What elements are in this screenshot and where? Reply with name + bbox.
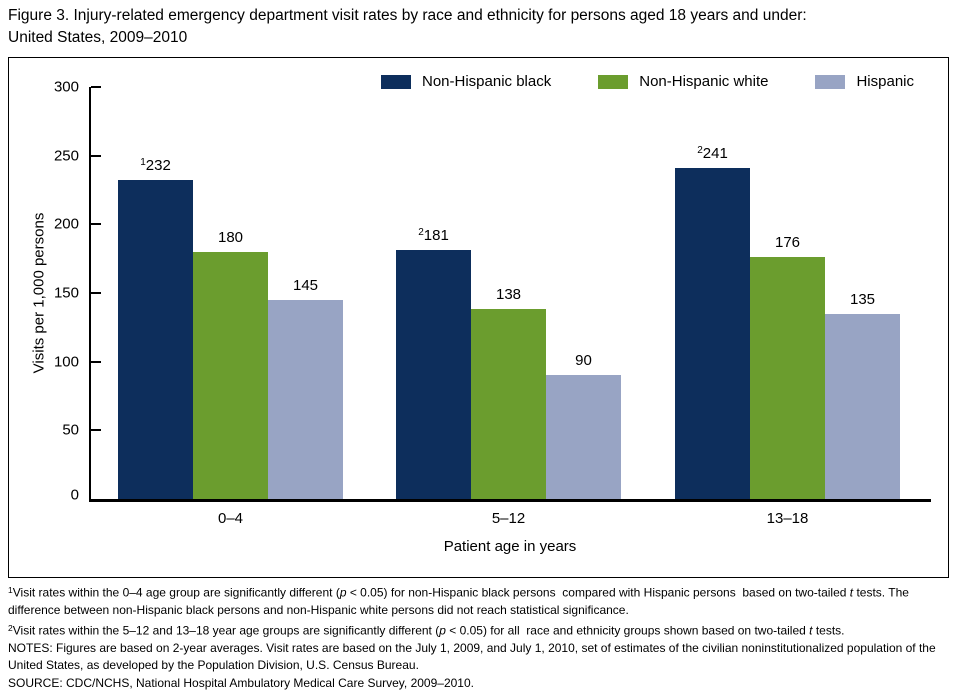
bar-value-label: 145	[292, 277, 319, 294]
bar-non-hispanic-white-5-12	[471, 309, 546, 499]
legend-item-2: Non-Hispanic white	[598, 73, 768, 90]
bar-hispanic-0-4	[268, 300, 343, 499]
bar-value-label: 180	[217, 229, 244, 246]
bar-value-label: 2241	[697, 145, 728, 162]
bar-non-hispanic-white-13-18	[750, 257, 825, 499]
bar-non-hispanic-white-0-4	[193, 252, 268, 499]
legend-swatch-icon	[598, 74, 629, 89]
bar-hispanic-5-12	[546, 375, 621, 499]
footnote-superscript: 2	[8, 622, 13, 633]
y-axis-line	[89, 87, 91, 500]
bar-non-hispanic-black-13-18	[675, 168, 750, 499]
footnote-text: < 0.05) for non-Hispanic black persons c…	[346, 585, 850, 600]
bar-value-label: 90	[575, 352, 592, 369]
legend-swatch-icon	[381, 74, 411, 89]
footnote-line-1: 1Visit rates within the 0–4 age group ar…	[8, 582, 956, 620]
bar-value-label: 135	[849, 291, 876, 308]
x-category-label: 13–18	[766, 510, 809, 527]
y-tick-mark	[91, 292, 101, 294]
legend-label: Hispanic	[856, 73, 914, 90]
figure-title-line-2: United States, 2009–2010	[8, 29, 188, 46]
y-tick-mark	[91, 361, 101, 363]
legend-swatch-icon	[815, 74, 846, 89]
significance-superscript: 2	[418, 227, 424, 238]
footnote-text: tests.	[812, 623, 845, 637]
y-tick-mark	[91, 155, 101, 157]
bar-non-hispanic-black-5-12	[396, 250, 471, 499]
y-tick-mark	[91, 223, 101, 225]
footnote-text: p	[339, 585, 347, 600]
footnote-text: t	[849, 585, 854, 600]
y-tick-label: 200	[53, 215, 79, 233]
legend-item-1: Non-Hispanic black	[381, 73, 551, 90]
y-tick-label: 0	[70, 486, 79, 504]
x-axis-title: Patient age in years	[443, 538, 577, 555]
y-tick-label: 100	[53, 353, 79, 371]
footnote-text: Visit rates within the 0–4 age group are…	[12, 585, 340, 600]
footnote-superscript: 1	[8, 585, 13, 595]
bar-value-label: 138	[495, 286, 522, 303]
x-axis-line	[89, 499, 931, 502]
footnote-text: t	[809, 623, 813, 637]
bar-value-label: 2181	[418, 227, 449, 244]
legend-label: Non-Hispanic black	[422, 73, 552, 90]
footnote-text: < 0.05) for all race and ethnicity group…	[445, 623, 810, 637]
chart-frame: Non-Hispanic black Non-Hispanic white Hisp…	[8, 57, 949, 578]
bar-value-label: 176	[774, 234, 801, 251]
figure-title-line-1: Figure 3. Injury-related emergency depar…	[8, 7, 807, 24]
footnotes: 1Visit rates within the 0–4 age group ar…	[8, 582, 956, 692]
bar-non-hispanic-black-0-4	[118, 180, 193, 499]
x-category-label: 0–4	[217, 510, 244, 527]
y-tick-label: 50	[62, 421, 79, 439]
y-tick-mark	[91, 429, 101, 431]
footnote-text: tests. The difference between non-Hispan…	[8, 585, 913, 618]
footnote-text: Visit rates within the 5–12 and 13–18 ye…	[12, 623, 440, 637]
legend: Non-Hispanic black Non-Hispanic white Hisp…	[381, 73, 914, 90]
y-tick-label: 300	[53, 78, 79, 96]
significance-superscript: 2	[697, 145, 703, 156]
y-tick-mark	[91, 86, 101, 88]
footnote-line-2: 2Visit rates within the 5–12 and 13–18 y…	[8, 620, 956, 640]
y-tick-label: 250	[53, 147, 79, 165]
legend-label: Non-Hispanic white	[639, 73, 769, 90]
bar-value-label: 1232	[140, 157, 171, 174]
x-category-label: 5–12	[491, 510, 526, 527]
figure-title: Figure 3. Injury-related emergency depar…	[8, 5, 954, 49]
footnote-line-3: NOTES: Figures are based on 2-year avera…	[8, 640, 956, 675]
footnote-text: NOTES: Figures are based on 2-year avera…	[8, 640, 939, 673]
y-tick-label: 150	[53, 284, 79, 302]
bar-hispanic-13-18	[825, 314, 900, 499]
footnote-text: SOURCE: CDC/NCHS, National Hospital Ambu…	[8, 675, 474, 690]
footnote-line-4: SOURCE: CDC/NCHS, National Hospital Ambu…	[8, 675, 956, 692]
footnote-text: p	[439, 623, 446, 637]
significance-superscript: 1	[140, 157, 146, 168]
legend-item-3: Hispanic	[815, 73, 914, 90]
